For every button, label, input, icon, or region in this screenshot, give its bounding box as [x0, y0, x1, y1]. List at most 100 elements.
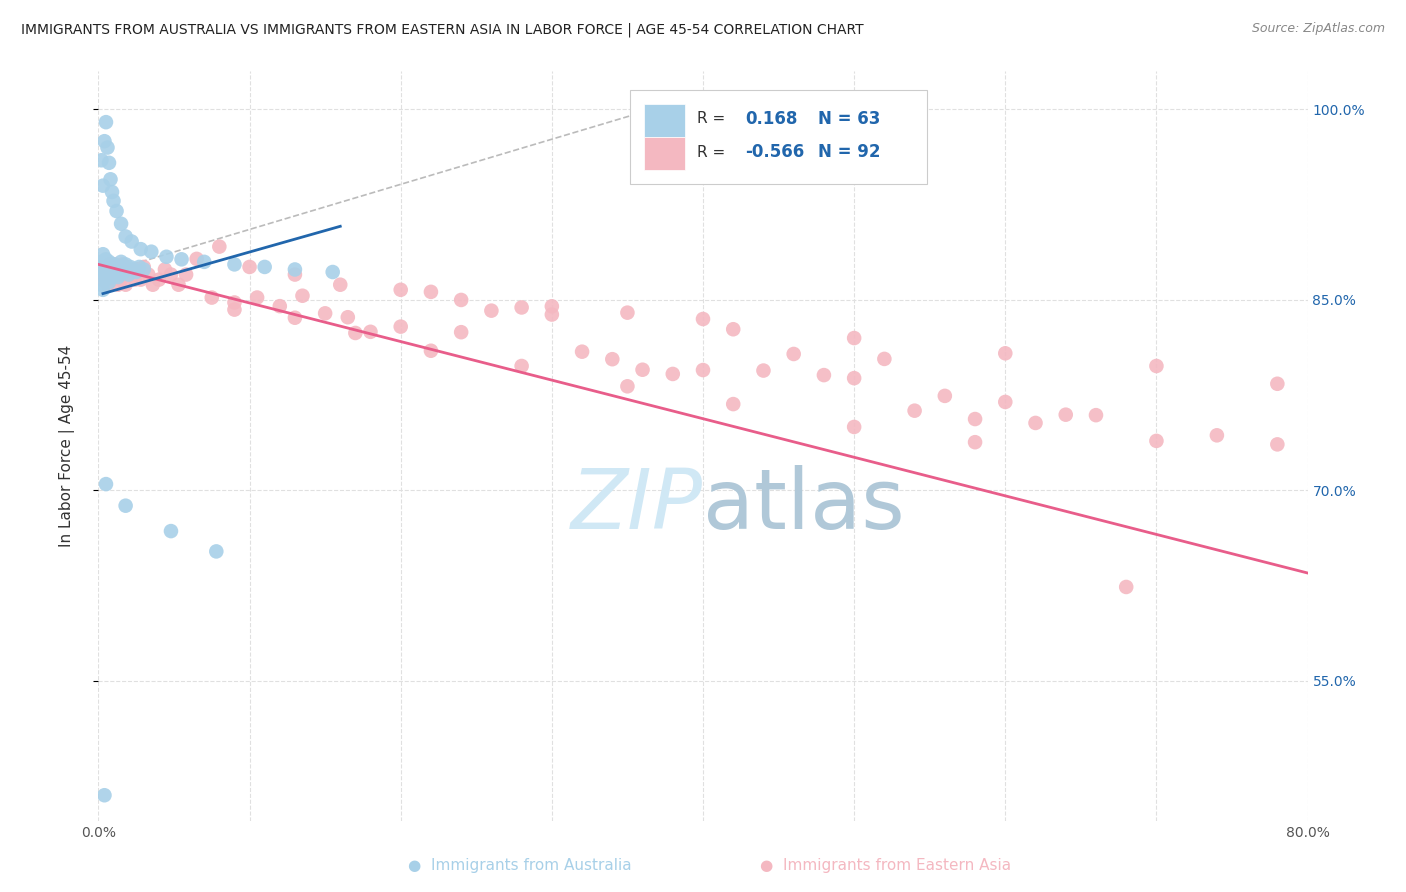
Point: [965, 412, 987, 426]
Point: [783, 347, 806, 361]
Point: [965, 435, 987, 450]
Point: [153, 262, 176, 277]
Point: [129, 242, 152, 256]
Point: [314, 306, 336, 320]
Point: [420, 285, 443, 299]
Text: IMMIGRANTS FROM AUSTRALIA VS IMMIGRANTS FROM EASTERN ASIA IN LABOR FORCE | AGE 4: IMMIGRANTS FROM AUSTRALIA VS IMMIGRANTS …: [21, 22, 863, 37]
Point: [246, 291, 269, 305]
Point: [155, 250, 177, 264]
Point: [91, 272, 114, 286]
Point: [186, 252, 208, 266]
Point: [103, 257, 125, 271]
Point: [253, 260, 276, 274]
Point: [103, 194, 125, 208]
Point: [98, 255, 121, 269]
Point: [94, 477, 117, 491]
Point: [450, 293, 472, 307]
Point: [98, 257, 121, 271]
Point: [112, 268, 135, 282]
Point: [94, 115, 117, 129]
Point: [94, 262, 117, 277]
Point: [89, 262, 111, 277]
Text: ●  Immigrants from Eastern Asia: ● Immigrants from Eastern Asia: [761, 858, 1011, 872]
Point: [125, 265, 148, 279]
Point: [661, 367, 683, 381]
Point: [98, 265, 121, 279]
Point: [723, 322, 745, 336]
Point: [132, 260, 155, 274]
FancyBboxPatch shape: [644, 103, 685, 136]
Point: [101, 262, 124, 277]
Point: [723, 397, 745, 411]
Point: [844, 331, 866, 345]
Point: [108, 268, 131, 282]
Point: [112, 265, 135, 279]
Text: N = 92: N = 92: [818, 144, 880, 161]
Point: [96, 268, 118, 282]
Point: [114, 499, 136, 513]
Point: [141, 244, 163, 259]
Point: [100, 260, 122, 274]
Point: [100, 172, 122, 186]
Point: [540, 299, 562, 313]
Point: [91, 265, 114, 279]
Point: [239, 260, 262, 274]
Point: [105, 268, 128, 282]
Point: [90, 153, 112, 168]
Point: [1115, 580, 1137, 594]
FancyBboxPatch shape: [630, 90, 927, 184]
Point: [284, 262, 307, 277]
Point: [994, 395, 1017, 409]
Point: [110, 272, 132, 286]
Point: [96, 257, 118, 271]
Point: [291, 289, 314, 303]
Text: atlas: atlas: [703, 466, 904, 547]
Point: [1144, 359, 1167, 373]
Point: [94, 252, 117, 267]
Point: [121, 268, 143, 282]
Point: [91, 178, 114, 193]
Point: [360, 325, 382, 339]
Point: [107, 262, 129, 277]
Point: [105, 204, 128, 219]
Point: [114, 257, 136, 271]
Point: [114, 277, 136, 292]
Point: [322, 265, 344, 279]
Point: [104, 260, 127, 274]
Point: [1267, 376, 1289, 391]
Point: [101, 270, 124, 285]
Point: [174, 268, 197, 282]
Point: [107, 270, 129, 285]
Point: [1206, 428, 1229, 442]
Point: [602, 352, 624, 367]
Point: [128, 260, 150, 274]
Point: [1054, 408, 1077, 422]
Point: [105, 265, 128, 279]
Point: [90, 255, 112, 269]
Point: [752, 363, 775, 377]
Text: ●  Immigrants from Australia: ● Immigrants from Australia: [408, 858, 633, 872]
Point: [193, 255, 215, 269]
Point: [101, 185, 124, 199]
Point: [93, 789, 115, 803]
Text: ZIP: ZIP: [571, 466, 703, 547]
Point: [481, 303, 503, 318]
Point: [111, 257, 134, 271]
Point: [616, 379, 638, 393]
Text: Source: ZipAtlas.com: Source: ZipAtlas.com: [1251, 22, 1385, 36]
Point: [389, 319, 412, 334]
Point: [91, 247, 114, 261]
Text: R =: R =: [697, 145, 725, 160]
Point: [129, 272, 152, 286]
Y-axis label: In Labor Force | Age 45-54: In Labor Force | Age 45-54: [59, 345, 75, 547]
Point: [510, 301, 533, 315]
Point: [160, 524, 183, 538]
Point: [96, 277, 118, 292]
Point: [103, 262, 125, 277]
Point: [224, 302, 246, 317]
FancyBboxPatch shape: [644, 137, 685, 170]
Point: [167, 277, 190, 292]
Point: [1024, 416, 1046, 430]
Point: [100, 268, 122, 282]
Point: [510, 359, 533, 373]
